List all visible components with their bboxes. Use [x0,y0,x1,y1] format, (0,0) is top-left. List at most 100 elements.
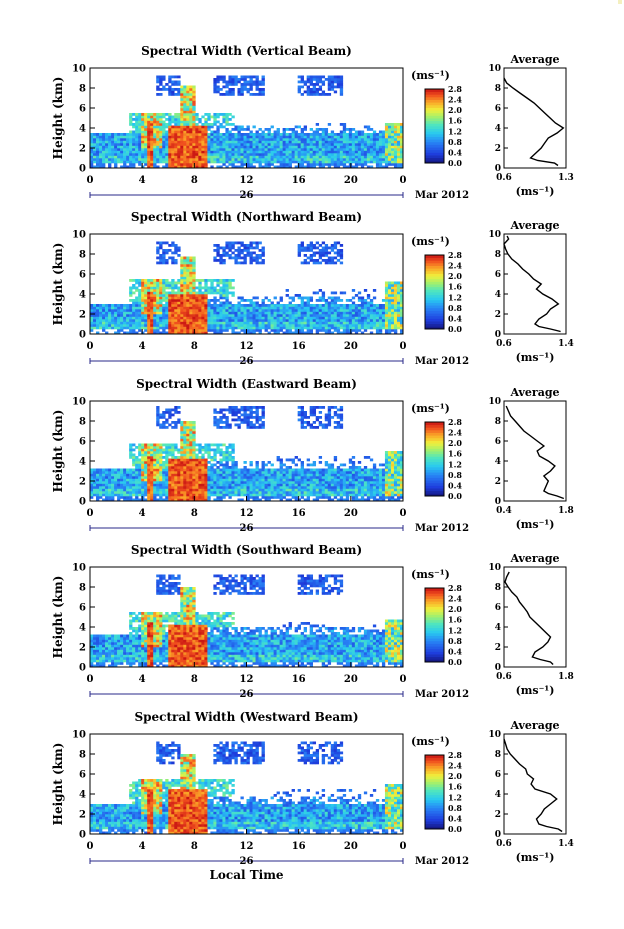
heatmap-cell [204,311,208,315]
heatmap-cell [96,314,100,317]
heatmap-cell [162,498,166,502]
heatmap-cell [111,476,115,479]
heatmap-cell [162,461,166,464]
heatmap-cell [207,326,211,330]
heatmap-cell [189,324,193,327]
heatmap-cell [123,471,127,474]
heatmap-cell [183,276,187,280]
heatmap-cell [330,326,335,330]
heatmap-cell [168,466,172,469]
heatmap-cell [249,309,253,312]
heatmap-cell [213,453,217,457]
heatmap-cell [159,294,163,297]
heatmap-cell [300,296,304,300]
heatmap-cell [111,321,115,325]
heatmap-cell [132,125,136,129]
heatmap-cell [108,140,112,144]
heatmap-cell [288,319,292,322]
heatmap-cell [213,291,217,295]
heatmap-cell [231,163,235,166]
heatmap-cell [135,324,139,327]
heatmap-cell [171,128,175,131]
heatmap-cell [126,496,130,499]
heatmap-cell [99,143,103,146]
heatmap-cell [312,165,317,169]
heatmap-cell [195,153,199,156]
heatmap-cell [222,80,226,84]
heatmap-cell [303,321,307,325]
heatmap-cell [234,324,238,327]
heatmap-cell [321,148,326,151]
colorbar-tick-label: 0.8 [448,137,462,147]
heatmap-cell [183,289,187,292]
heatmap-cell [180,128,184,131]
heatmap-cell [390,143,395,146]
heatmap-cell [354,321,359,325]
heatmap-cell [117,304,121,307]
heatmap-cell [159,155,163,159]
heatmap-cell [303,150,307,154]
heatmap-cell [174,123,178,126]
heatmap-cell [240,78,244,81]
heatmap-cell [246,140,250,144]
heatmap-cell [240,306,244,310]
heatmap-cell [192,271,196,275]
heatmap-cell [264,148,268,151]
heatmap-cell [195,331,199,335]
heatmap-cell [132,483,136,487]
heatmap-cell [180,436,184,439]
heatmap-cell [249,143,253,146]
heatmap-cell [345,135,350,139]
heatmap-cell [129,306,133,310]
heatmap-cell [159,123,163,126]
heatmap-cell [291,311,295,315]
heatmap-cell [297,319,301,322]
heatmap-cell [117,160,121,164]
heatmap-cell [303,249,307,252]
heatmap-cell [321,306,326,310]
heatmap-cell [189,274,193,277]
heatmap-cell [123,133,127,136]
heatmap-cell [255,133,259,136]
heatmap-cell [285,314,289,317]
heatmap-cell [327,145,332,149]
heatmap-cell [303,140,307,144]
heatmap-cell [354,311,359,315]
heatmap-cell [162,125,166,129]
heatmap-cell [99,145,103,149]
heatmap-cell [192,441,196,444]
heatmap-cell [180,113,184,116]
heatmap-cell [123,309,127,312]
heatmap-cell [267,140,271,144]
heatmap-cell [297,331,301,335]
heatmap-cell [195,476,199,479]
heatmap-cell [126,160,130,164]
heatmap-cell [204,443,208,447]
heatmap-cell [114,493,118,497]
heatmap-cell [384,319,389,322]
heatmap-cell [384,165,389,169]
heatmap-cell [351,128,356,131]
heatmap-cell [387,296,392,300]
heatmap-cell [159,468,163,472]
heatmap-cell [105,150,109,154]
heatmap-cell [153,496,157,499]
heatmap-cell [216,148,220,151]
heatmap-cell [243,158,247,161]
heatmap-cell [207,279,211,282]
heatmap-cell [162,411,166,414]
heatmap-cell [171,158,175,161]
heatmap-cell [384,294,389,297]
heatmap-cell [168,120,172,124]
heatmap-cell [261,150,265,154]
heatmap-cell [288,143,292,146]
heatmap-cell [315,309,320,312]
colorbar-tick-label: 1.6 [448,282,462,292]
heatmap-cell [276,326,280,330]
heatmap-cell [102,324,106,327]
heatmap-cell [363,316,368,320]
heatmap-cell [198,163,202,166]
heatmap-cell [243,145,247,149]
heatmap-cell [225,254,229,257]
heatmap-cell [183,431,187,434]
